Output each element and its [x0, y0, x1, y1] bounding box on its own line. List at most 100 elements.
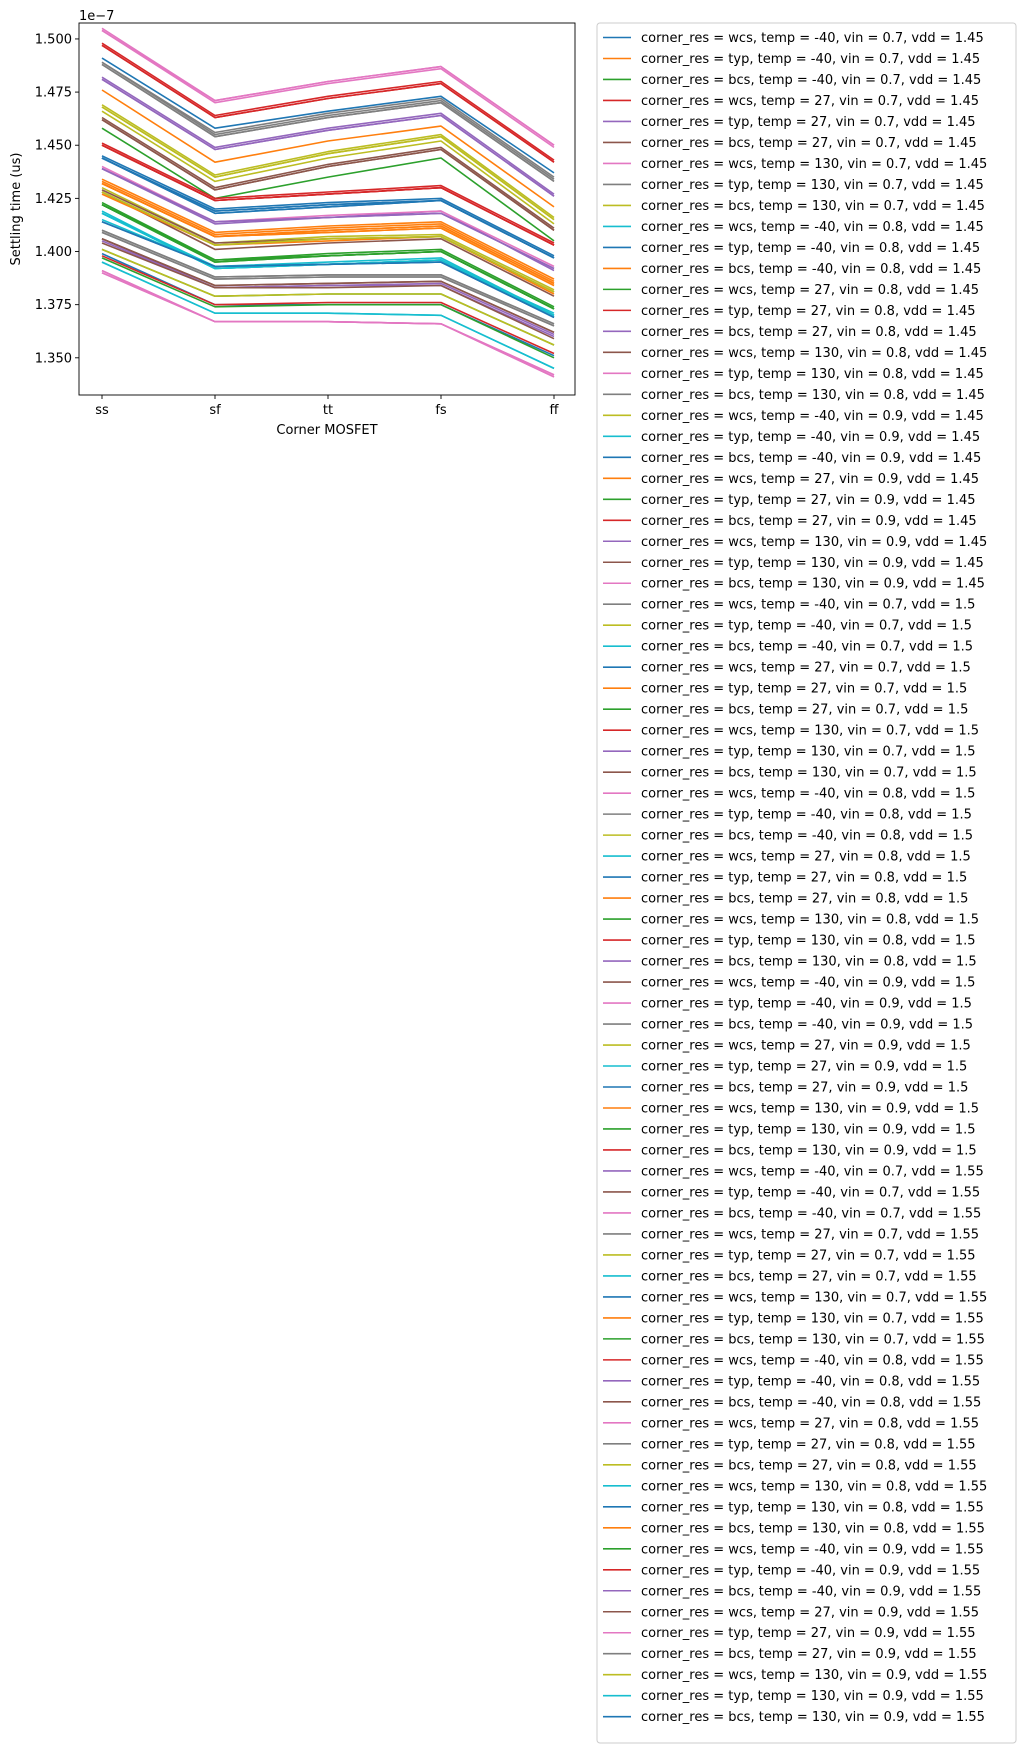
legend-label: corner_res = bcs, temp = -40, vin = 0.9,…	[641, 451, 981, 466]
legend-label: corner_res = wcs, temp = 27, vin = 0.9, …	[641, 1039, 971, 1054]
legend-label: corner_res = bcs, temp = 27, vin = 0.7, …	[641, 136, 977, 151]
legend-label: corner_res = wcs, temp = 130, vin = 0.7,…	[641, 724, 979, 739]
legend-label: corner_res = typ, temp = -40, vin = 0.9,…	[641, 997, 972, 1012]
series-line	[101, 78, 555, 197]
legend-label: corner_res = wcs, temp = -40, vin = 0.7,…	[641, 1164, 984, 1179]
series-line	[101, 191, 555, 293]
series-line	[101, 269, 555, 378]
series-line	[101, 261, 555, 370]
legend-label: corner_res = wcs, temp = -40, vin = 0.8,…	[641, 1353, 984, 1368]
legend-label: corner_res = bcs, temp = 130, vin = 0.9,…	[641, 577, 985, 592]
legend-label: corner_res = bcs, temp = -40, vin = 0.7,…	[641, 73, 981, 88]
legend-label: corner_res = typ, temp = 130, vin = 0.8,…	[641, 1500, 984, 1515]
legend-label: corner_res = typ, temp = -40, vin = 0.7,…	[641, 52, 980, 67]
legend-label: corner_res = typ, temp = 130, vin = 0.9,…	[641, 556, 984, 571]
series-line	[101, 110, 555, 225]
legend-label: corner_res = typ, temp = 130, vin = 0.9,…	[641, 1122, 976, 1137]
legend-label: corner_res = bcs, temp = 130, vin = 0.9,…	[641, 1143, 977, 1158]
legend-label: corner_res = wcs, temp = -40, vin = 0.9,…	[641, 409, 984, 424]
legend-label: corner_res = typ, temp = -40, vin = 0.9,…	[641, 430, 980, 445]
legend-label: corner_res = bcs, temp = -40, vin = 0.9,…	[641, 1584, 981, 1599]
y-tick-label: 1.500	[35, 32, 72, 47]
legend-label: corner_res = wcs, temp = 130, vin = 0.8,…	[641, 1479, 987, 1494]
legend-label: corner_res = typ, temp = -40, vin = 0.7,…	[641, 619, 972, 634]
legend-label: corner_res = typ, temp = 130, vin = 0.7,…	[641, 1311, 984, 1326]
legend-label: corner_res = wcs, temp = 27, vin = 0.9, …	[641, 472, 979, 487]
legend-frame	[596, 22, 1017, 1744]
legend-label: corner_res = bcs, temp = -40, vin = 0.7,…	[641, 640, 973, 655]
series-line	[101, 191, 555, 297]
series-line	[101, 242, 555, 340]
legend-label: corner_res = bcs, temp = 130, vin = 0.8,…	[641, 1521, 985, 1536]
legend-label: corner_res = wcs, temp = -40, vin = 0.8,…	[641, 220, 984, 235]
y-tick-label: 1.475	[35, 86, 72, 101]
legend-label: corner_res = bcs, temp = -40, vin = 0.9,…	[641, 1018, 973, 1033]
legend-label: corner_res = bcs, temp = 27, vin = 0.8, …	[641, 892, 968, 907]
legend-label: corner_res = bcs, temp = 130, vin = 0.9,…	[641, 1710, 985, 1725]
legend-label: corner_res = typ, temp = 27, vin = 0.8, …	[641, 1437, 976, 1452]
y-axis-ticks: 1.350 1.375 1.400 1.425 1.450 1.475 1.500	[35, 32, 79, 366]
legend-label: corner_res = typ, temp = 130, vin = 0.9,…	[641, 1689, 984, 1704]
series-line	[101, 157, 555, 259]
legend-label: corner_res = typ, temp = -40, vin = 0.9,…	[641, 1563, 980, 1578]
series-line	[101, 61, 555, 178]
series-line	[101, 238, 555, 334]
legend-label: corner_res = typ, temp = 27, vin = 0.9, …	[641, 1060, 967, 1075]
series-line	[101, 203, 555, 310]
legend-label: corner_res = typ, temp = 27, vin = 0.9, …	[641, 1626, 976, 1641]
series-line	[101, 57, 555, 174]
legend-label: corner_res = bcs, temp = 130, vin = 0.8,…	[641, 388, 985, 403]
series-line	[101, 144, 555, 246]
legend-label: corner_res = wcs, temp = 27, vin = 0.9, …	[641, 1605, 979, 1620]
series-line	[101, 89, 555, 208]
y-tick-label: 1.425	[35, 192, 72, 207]
legend-label: corner_res = typ, temp = 27, vin = 0.9, …	[641, 493, 976, 508]
legend-label: corner_res = wcs, temp = -40, vin = 0.7,…	[641, 31, 984, 46]
y-tick-label: 1.350	[35, 351, 72, 366]
legend-label: corner_res = wcs, temp = 27, vin = 0.7, …	[641, 1227, 979, 1242]
legend-label: corner_res = wcs, temp = -40, vin = 0.9,…	[641, 1542, 984, 1557]
legend-label: corner_res = wcs, temp = -40, vin = 0.8,…	[641, 787, 975, 802]
series-line	[101, 155, 555, 257]
legend-label: corner_res = bcs, temp = 130, vin = 0.7,…	[641, 766, 977, 781]
legend-label: corner_res = bcs, temp = 27, vin = 0.9, …	[641, 1647, 977, 1662]
legend-label: corner_res = bcs, temp = 130, vin = 0.8,…	[641, 955, 977, 970]
y-offset-text: 1e−7	[79, 9, 114, 24]
x-tick-label: tt	[323, 403, 333, 418]
legend-label: corner_res = wcs, temp = 27, vin = 0.8, …	[641, 850, 971, 865]
series-line	[101, 180, 555, 283]
series-line	[101, 29, 555, 149]
series-line	[101, 167, 555, 270]
legend-label: corner_res = typ, temp = 130, vin = 0.7,…	[641, 745, 976, 760]
y-tick-label: 1.375	[35, 298, 72, 313]
legend-label: corner_res = typ, temp = 130, vin = 0.8,…	[641, 367, 984, 382]
series-line	[101, 104, 555, 219]
legend-label: corner_res = wcs, temp = -40, vin = 0.7,…	[641, 598, 975, 613]
series-line	[101, 44, 555, 163]
legend-label: corner_res = typ, temp = 27, vin = 0.7, …	[641, 1248, 976, 1263]
x-axis-label: Corner MOSFET	[276, 423, 377, 438]
legend-label: corner_res = typ, temp = -40, vin = 0.8,…	[641, 241, 980, 256]
series-line	[101, 127, 555, 242]
series-line	[101, 142, 555, 244]
legend-label: corner_res = bcs, temp = 27, vin = 0.7, …	[641, 1269, 977, 1284]
legend-label: corner_res = typ, temp = 27, vin = 0.7, …	[641, 115, 976, 130]
axes-frame	[78, 22, 576, 396]
series-line	[101, 257, 555, 359]
y-tick-label: 1.450	[35, 139, 72, 154]
legend-label: corner_res = typ, temp = 27, vin = 0.7, …	[641, 682, 967, 697]
x-axis-ticks: ss sf tt fs ff	[95, 395, 560, 418]
legend-label: corner_res = wcs, temp = -40, vin = 0.9,…	[641, 976, 975, 991]
x-tick-label: sf	[209, 403, 221, 418]
legend-label: corner_res = bcs, temp = -40, vin = 0.8,…	[641, 262, 981, 277]
x-tick-label: ss	[95, 403, 109, 418]
legend-label: corner_res = wcs, temp = 130, vin = 0.9,…	[641, 1668, 987, 1683]
series-line	[101, 29, 555, 146]
series-line	[101, 106, 555, 221]
legend-label: corner_res = wcs, temp = 27, vin = 0.7, …	[641, 661, 971, 676]
legend-label: corner_res = wcs, temp = 130, vin = 0.8,…	[641, 346, 987, 361]
series-line	[101, 182, 555, 287]
legend-label: corner_res = typ, temp = -40, vin = 0.8,…	[641, 808, 972, 823]
series-line	[101, 212, 555, 317]
